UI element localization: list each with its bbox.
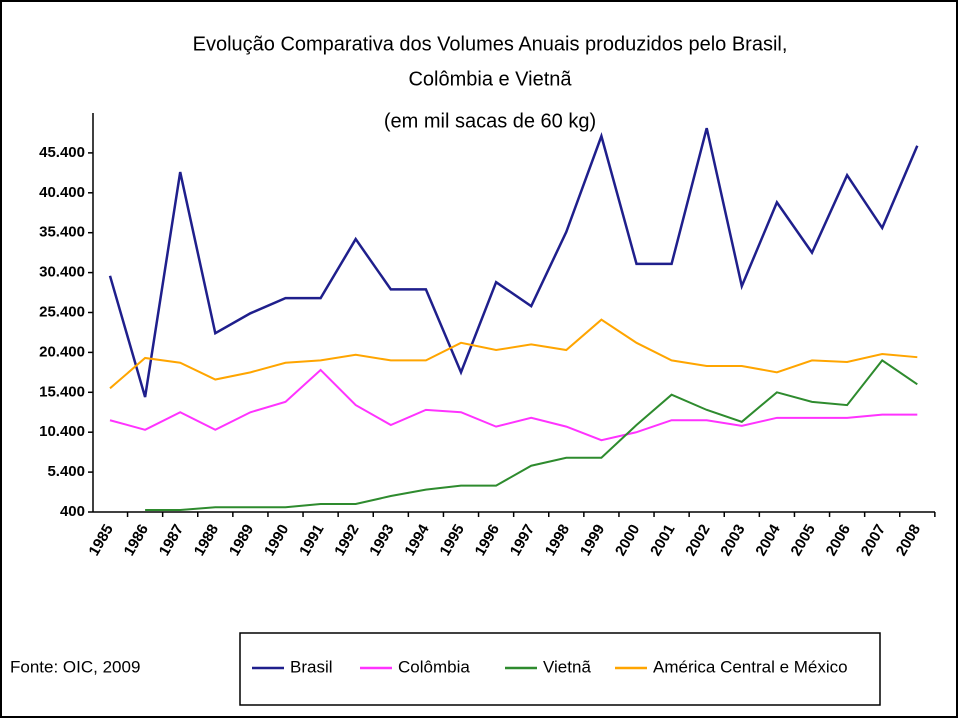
legend-label: Brasil — [290, 657, 333, 676]
series-line — [145, 359, 918, 512]
legend-box — [239, 632, 881, 706]
chart-title: Evolução Comparativa dos Volumes Anuais … — [193, 33, 788, 55]
legend-label: Vietnã — [543, 657, 591, 676]
chart-title: Colômbia e Vietnã — [408, 68, 572, 90]
y-tick-label: 30.400 — [39, 264, 85, 281]
y-tick-label: 5.400 — [47, 463, 85, 480]
chart-title: (em mil sacas de 60 kg) — [384, 110, 596, 132]
legend-label: Colômbia — [398, 657, 470, 676]
y-tick-label: 40.400 — [39, 184, 85, 201]
y-tick-label: 10.400 — [39, 423, 85, 440]
y-tick-label: 15.400 — [39, 383, 85, 400]
legend-label: América Central e México — [653, 657, 848, 676]
y-tick-label: 25.400 — [39, 303, 85, 320]
series-line — [108, 127, 919, 398]
y-tick-label: 35.400 — [39, 224, 85, 241]
y-tick-label: 20.400 — [39, 343, 85, 360]
series-line — [109, 368, 918, 442]
y-tick-label: 45.400 — [39, 144, 85, 161]
source-note: Fonte: OIC, 2009 — [10, 657, 140, 676]
series-line — [109, 318, 918, 390]
y-tick-label: 400 — [60, 503, 85, 520]
